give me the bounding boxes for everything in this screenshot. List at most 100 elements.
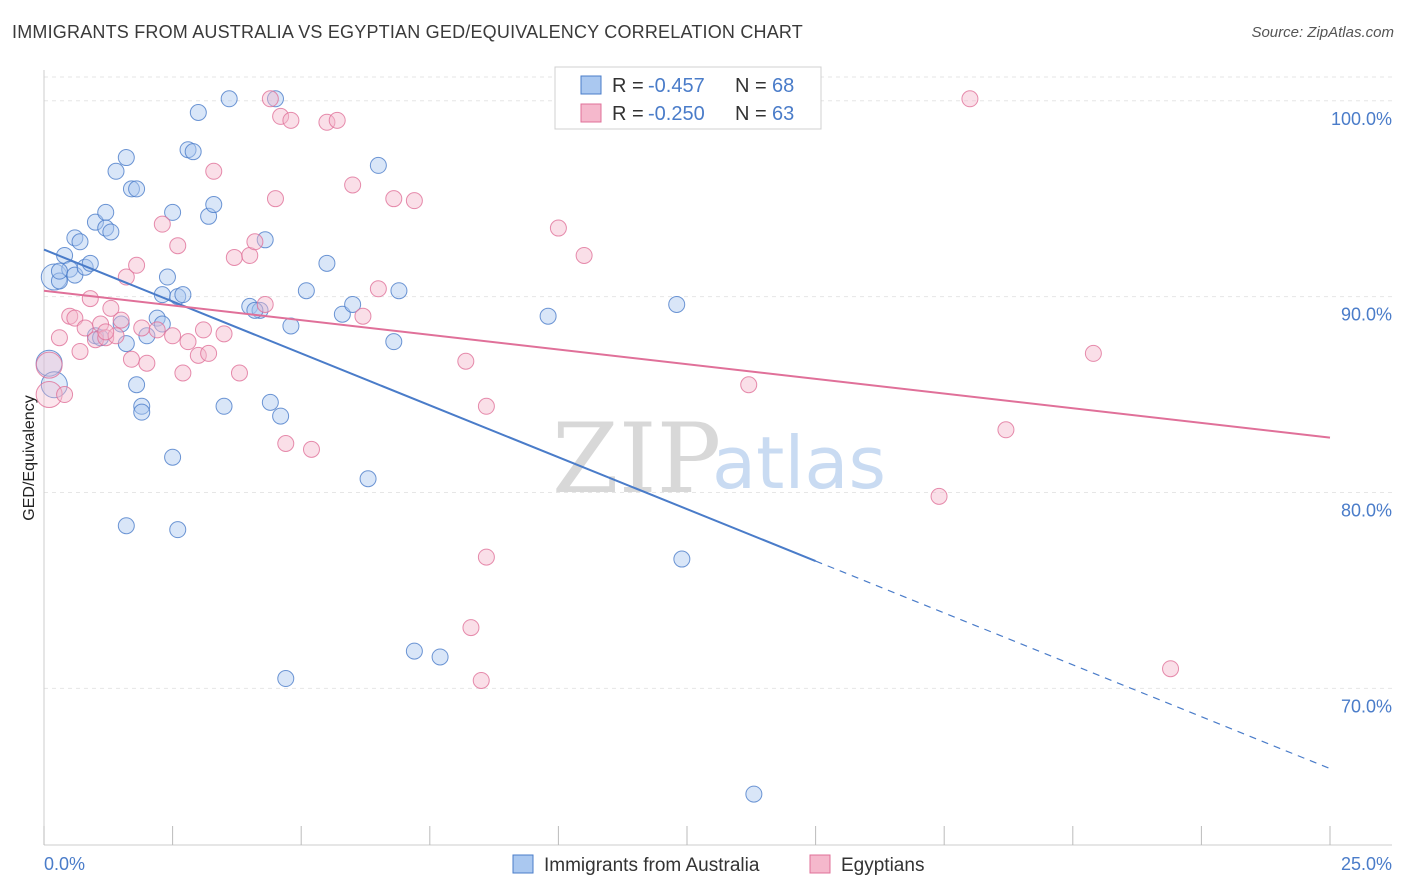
scatter-point	[1084, 344, 1102, 362]
scatter-point	[81, 290, 99, 308]
legend-pink-r-value: -0.250	[648, 103, 705, 125]
scatter-point	[272, 407, 290, 425]
watermark-atlas: atlas	[712, 421, 886, 505]
scatter-point	[117, 149, 135, 167]
bottom-legend-label-blue: Immigrants from Australia	[544, 855, 760, 876]
scatter-point	[472, 671, 490, 689]
scatter-point	[128, 180, 146, 198]
bottom-legend: Immigrants from Australia Egyptians	[512, 854, 924, 876]
scatter-point	[745, 785, 763, 803]
scatter-point	[261, 90, 279, 108]
legend-blue-n-value: 68	[772, 75, 794, 97]
bottom-legend-swatch-blue	[512, 854, 534, 874]
scatter-point	[369, 280, 387, 298]
scatter-point	[266, 190, 284, 208]
scatter-point	[50, 329, 68, 347]
scatter-point	[153, 215, 171, 233]
scatter-point	[71, 233, 89, 251]
chart-title: IMMIGRANTS FROM AUSTRALIA VS EGYPTIAN GE…	[12, 22, 804, 42]
legend-swatch-blue	[580, 75, 602, 95]
scatter-point	[66, 309, 84, 327]
scatter-point	[164, 327, 182, 345]
x-ticks	[43, 826, 1331, 845]
scatter-point	[56, 386, 74, 404]
scatter-point	[297, 282, 315, 300]
trend-line-australia-extrapolated	[815, 560, 1331, 770]
scatter-point	[35, 381, 63, 409]
trend-line-australia	[43, 248, 816, 562]
scatter-point	[385, 333, 403, 351]
scatter-point	[97, 323, 115, 341]
x-tick-label-max: 25.0%	[1341, 854, 1392, 874]
scatter-point	[302, 440, 320, 458]
scatter-point	[740, 376, 758, 394]
scatter-point	[164, 448, 182, 466]
legend-blue-r-value: -0.457	[648, 75, 705, 97]
scatter-point	[246, 233, 264, 251]
scatter-point	[405, 642, 423, 660]
scatter-point	[205, 196, 223, 214]
scatter-point	[128, 256, 146, 274]
scatter-point	[205, 162, 223, 180]
scatter-point	[261, 393, 279, 411]
scatter-point	[158, 268, 176, 286]
scatter-point	[277, 670, 295, 688]
scatter-point	[128, 376, 146, 394]
scatter-point	[174, 286, 192, 304]
legend-swatch-pink	[580, 103, 602, 123]
series-egyptians	[35, 90, 1180, 689]
scatter-point	[50, 272, 68, 290]
scatter-point	[107, 327, 125, 345]
scatter-point	[97, 329, 115, 347]
scatter-point	[462, 619, 480, 637]
trend-lines	[43, 248, 1331, 770]
grid-lines	[44, 76, 1392, 689]
scatter-point	[179, 333, 197, 351]
scatter-point	[200, 344, 218, 362]
scatter-point	[390, 282, 408, 300]
scatter-point	[174, 364, 192, 382]
scatter-point	[575, 246, 593, 264]
y-tick-label: 90.0%	[1341, 305, 1392, 325]
scatter-point	[122, 350, 140, 368]
trend-line-egyptians	[43, 289, 1331, 439]
scatter-point	[189, 104, 207, 122]
watermark-zip: ZIP	[552, 403, 721, 515]
scatter-point	[122, 180, 140, 198]
scatter-point	[117, 517, 135, 535]
scatter-point	[97, 203, 115, 221]
scatter-point	[333, 305, 351, 323]
scatter-point	[272, 107, 290, 125]
scatter-point	[220, 90, 238, 108]
scatter-point	[169, 521, 187, 539]
scatter-point	[148, 321, 166, 339]
scatter-point	[277, 435, 295, 452]
scatter-point	[673, 550, 691, 568]
scatter-point	[35, 351, 63, 379]
scatter-point	[102, 223, 120, 241]
scatter-point	[112, 311, 130, 329]
scatter-point	[354, 307, 372, 325]
scatter-point	[539, 307, 557, 325]
scatter-point	[107, 162, 125, 180]
scatter-point	[215, 325, 233, 343]
scatter-point	[668, 295, 686, 313]
scatter-point	[189, 346, 207, 364]
legend-box: R = -0.457 N = 68 R = -0.250 N = 63	[554, 66, 822, 130]
scatter-point	[405, 192, 423, 210]
scatter-point	[256, 295, 274, 313]
scatter-point	[164, 203, 182, 221]
y-tick-label: 100.0%	[1331, 109, 1392, 129]
legend-pink-n-value: 63	[772, 103, 794, 125]
scatter-point	[457, 352, 475, 370]
scatter-point	[930, 487, 948, 505]
scatter-point	[184, 143, 202, 161]
scatter-point	[318, 113, 336, 131]
scatter-point	[133, 319, 151, 337]
scatter-point	[102, 299, 120, 317]
scatter-point	[230, 364, 248, 382]
scatter-point	[477, 548, 495, 566]
scatter-point	[1162, 660, 1180, 678]
scatter-point	[328, 111, 346, 129]
scatter-point	[549, 219, 567, 237]
